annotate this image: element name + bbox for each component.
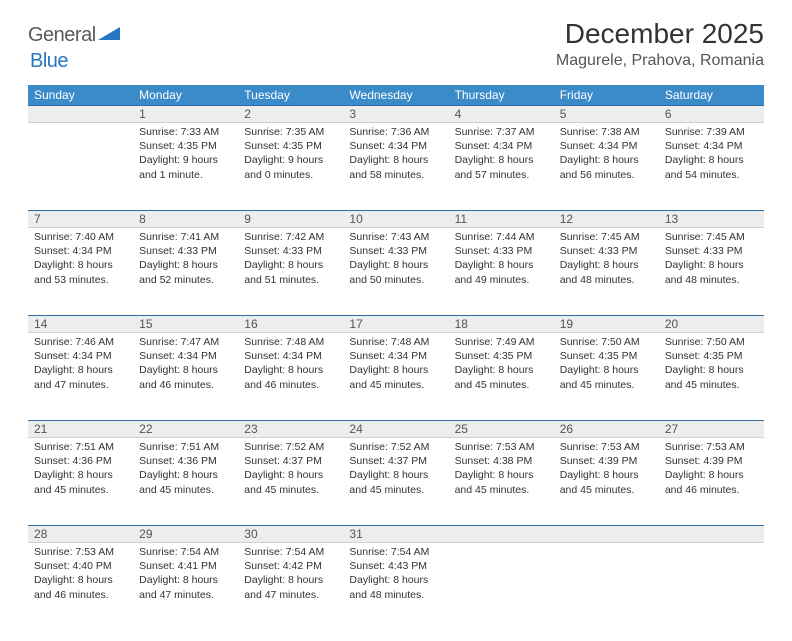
day-number-cell: 14 [28,316,133,333]
day-number-cell: 18 [449,316,554,333]
logo-text-blue: Blue [30,50,68,72]
day-cell: Sunrise: 7:33 AMSunset: 4:35 PMDaylight:… [133,123,238,211]
day-number-cell: 1 [133,106,238,123]
weekday-header: Wednesday [343,85,448,106]
day-number-row: 21222324252627 [28,421,764,438]
day-cell: Sunrise: 7:48 AMSunset: 4:34 PMDaylight:… [238,333,343,421]
day-number-cell: 9 [238,211,343,228]
day-cell: Sunrise: 7:45 AMSunset: 4:33 PMDaylight:… [554,228,659,316]
day-cell: Sunrise: 7:46 AMSunset: 4:34 PMDaylight:… [28,333,133,421]
day-number-cell: 23 [238,421,343,438]
day-number-cell [554,526,659,543]
day-number-cell: 6 [659,106,764,123]
day-content-row: Sunrise: 7:53 AMSunset: 4:40 PMDaylight:… [28,543,764,631]
day-cell: Sunrise: 7:43 AMSunset: 4:33 PMDaylight:… [343,228,448,316]
day-number-cell: 28 [28,526,133,543]
day-content-row: Sunrise: 7:33 AMSunset: 4:35 PMDaylight:… [28,123,764,211]
day-number-row: 78910111213 [28,211,764,228]
day-cell: Sunrise: 7:36 AMSunset: 4:34 PMDaylight:… [343,123,448,211]
day-cell: Sunrise: 7:35 AMSunset: 4:35 PMDaylight:… [238,123,343,211]
day-cell: Sunrise: 7:50 AMSunset: 4:35 PMDaylight:… [554,333,659,421]
day-cell: Sunrise: 7:37 AMSunset: 4:34 PMDaylight:… [449,123,554,211]
day-number-cell: 13 [659,211,764,228]
day-number-cell: 12 [554,211,659,228]
day-cell: Sunrise: 7:39 AMSunset: 4:34 PMDaylight:… [659,123,764,211]
day-number-cell: 7 [28,211,133,228]
day-number-cell: 2 [238,106,343,123]
month-title: December 2025 [556,18,764,50]
day-cell: Sunrise: 7:50 AMSunset: 4:35 PMDaylight:… [659,333,764,421]
day-number-cell: 16 [238,316,343,333]
day-number-cell: 30 [238,526,343,543]
day-number-cell: 31 [343,526,448,543]
day-cell: Sunrise: 7:53 AMSunset: 4:38 PMDaylight:… [449,438,554,526]
day-cell: Sunrise: 7:53 AMSunset: 4:39 PMDaylight:… [659,438,764,526]
day-number-cell: 22 [133,421,238,438]
day-cell [28,123,133,211]
day-number-cell: 20 [659,316,764,333]
weekday-header: Tuesday [238,85,343,106]
day-cell [554,543,659,631]
day-number-cell: 3 [343,106,448,123]
day-cell: Sunrise: 7:51 AMSunset: 4:36 PMDaylight:… [133,438,238,526]
day-content-row: Sunrise: 7:51 AMSunset: 4:36 PMDaylight:… [28,438,764,526]
day-cell: Sunrise: 7:40 AMSunset: 4:34 PMDaylight:… [28,228,133,316]
day-number-cell: 15 [133,316,238,333]
day-number-cell [659,526,764,543]
day-number-cell: 21 [28,421,133,438]
calendar-page: General December 2025 Magurele, Prahova,… [0,0,792,641]
day-cell: Sunrise: 7:54 AMSunset: 4:43 PMDaylight:… [343,543,448,631]
day-number-cell: 27 [659,421,764,438]
location: Magurele, Prahova, Romania [556,52,764,70]
calendar-grid: SundayMondayTuesdayWednesdayThursdayFrid… [28,85,764,631]
day-number-cell: 4 [449,106,554,123]
day-content-row: Sunrise: 7:46 AMSunset: 4:34 PMDaylight:… [28,333,764,421]
day-content-row: Sunrise: 7:40 AMSunset: 4:34 PMDaylight:… [28,228,764,316]
day-cell: Sunrise: 7:41 AMSunset: 4:33 PMDaylight:… [133,228,238,316]
day-number-row: 123456 [28,106,764,123]
day-cell: Sunrise: 7:52 AMSunset: 4:37 PMDaylight:… [238,438,343,526]
day-cell: Sunrise: 7:44 AMSunset: 4:33 PMDaylight:… [449,228,554,316]
day-cell: Sunrise: 7:47 AMSunset: 4:34 PMDaylight:… [133,333,238,421]
logo: General [28,18,122,47]
day-cell: Sunrise: 7:51 AMSunset: 4:36 PMDaylight:… [28,438,133,526]
day-number-cell: 17 [343,316,448,333]
day-number-cell [449,526,554,543]
day-cell: Sunrise: 7:54 AMSunset: 4:41 PMDaylight:… [133,543,238,631]
day-number-cell: 8 [133,211,238,228]
day-number-cell: 11 [449,211,554,228]
day-number-row: 14151617181920 [28,316,764,333]
title-block: December 2025 Magurele, Prahova, Romania [556,18,764,70]
logo-triangle-icon [98,25,120,46]
day-cell: Sunrise: 7:38 AMSunset: 4:34 PMDaylight:… [554,123,659,211]
weekday-header: Thursday [449,85,554,106]
day-number-cell [28,106,133,123]
weekday-header: Saturday [659,85,764,106]
day-cell: Sunrise: 7:49 AMSunset: 4:35 PMDaylight:… [449,333,554,421]
weekday-header: Monday [133,85,238,106]
day-cell: Sunrise: 7:52 AMSunset: 4:37 PMDaylight:… [343,438,448,526]
day-number-cell: 29 [133,526,238,543]
day-cell: Sunrise: 7:48 AMSunset: 4:34 PMDaylight:… [343,333,448,421]
logo-text-general: General [28,24,96,47]
day-cell: Sunrise: 7:53 AMSunset: 4:39 PMDaylight:… [554,438,659,526]
day-number-row: 28293031 [28,526,764,543]
weekday-header: Friday [554,85,659,106]
day-number-cell: 26 [554,421,659,438]
day-number-cell: 25 [449,421,554,438]
day-number-cell: 10 [343,211,448,228]
day-cell: Sunrise: 7:45 AMSunset: 4:33 PMDaylight:… [659,228,764,316]
day-cell [449,543,554,631]
day-cell: Sunrise: 7:42 AMSunset: 4:33 PMDaylight:… [238,228,343,316]
day-number-cell: 5 [554,106,659,123]
day-cell: Sunrise: 7:53 AMSunset: 4:40 PMDaylight:… [28,543,133,631]
day-number-cell: 24 [343,421,448,438]
weekday-header: Sunday [28,85,133,106]
day-number-cell: 19 [554,316,659,333]
day-cell: Sunrise: 7:54 AMSunset: 4:42 PMDaylight:… [238,543,343,631]
day-cell [659,543,764,631]
weekday-header-row: SundayMondayTuesdayWednesdayThursdayFrid… [28,85,764,106]
